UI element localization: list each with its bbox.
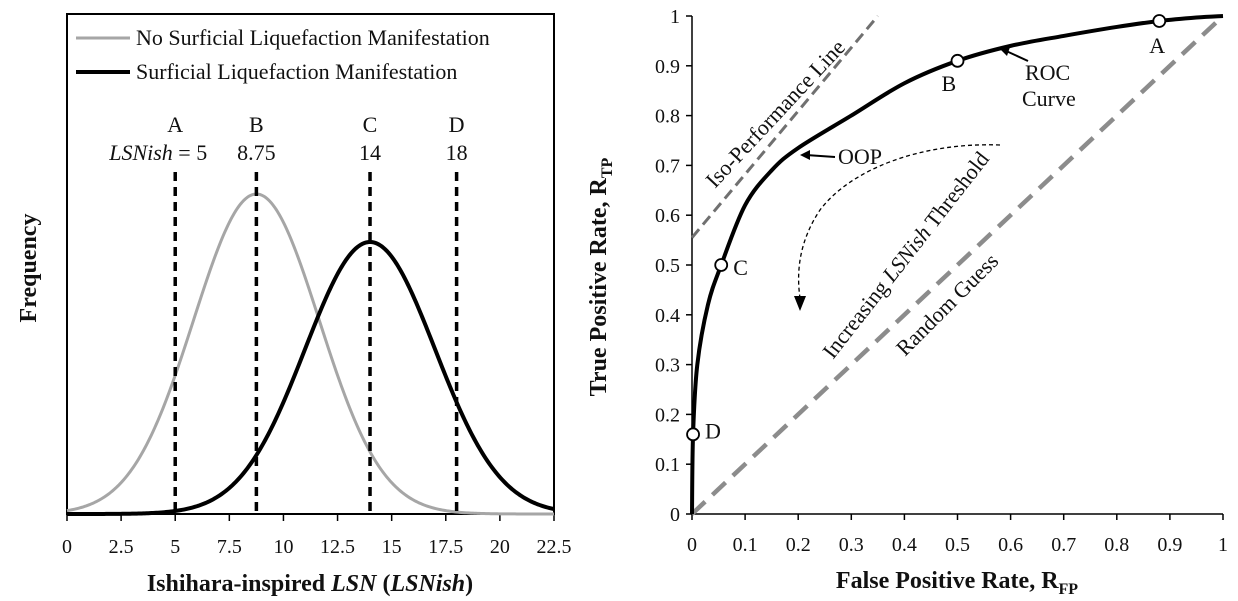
roc-y-tick-label: 0.8 xyxy=(655,106,680,128)
roc-chart: 0 0.1 0.2 0.3 0.4 0.5 0.6 0.7 0.8 0.9 1 0 0.1 0.2 0.3 0… xyxy=(586,6,1228,598)
roc-x-tick-label: 0 xyxy=(687,534,697,556)
x-tick-label: 7.5 xyxy=(217,536,242,558)
roc-x-tick-label: 0.6 xyxy=(998,534,1023,556)
roc-x-tick-label: 0.9 xyxy=(1157,534,1182,556)
roc-label-line1: ROC xyxy=(1025,60,1070,85)
roc-label-line2: Curve xyxy=(1022,86,1076,111)
roc-x-tick-label: 0.1 xyxy=(733,534,758,556)
x-tick-label: 0 xyxy=(62,536,72,558)
roc-y-tick-label: 0.4 xyxy=(655,305,680,327)
left-x-axis-label: Ishihara-inspired LSN (LSNish) xyxy=(147,571,473,597)
roc-point-A xyxy=(1152,14,1167,28)
increasing-threshold-arrow xyxy=(797,144,1001,299)
roc-point-label-B: B xyxy=(942,71,957,96)
x-tick-label: 5 xyxy=(170,536,180,558)
roc-y-tick-label: 1 xyxy=(670,6,680,28)
roc-y-tick-label: 0.1 xyxy=(655,454,680,476)
roc-y-tick-label: 0 xyxy=(670,504,680,526)
roc-y-tick-label: 0.2 xyxy=(655,404,680,426)
threshold-value-D: 18 xyxy=(446,140,468,165)
roc-x-tick-label: 0.5 xyxy=(945,534,970,556)
x-tick-label: 12.5 xyxy=(320,536,355,558)
roc-x-tick-label: 1 xyxy=(1218,534,1228,556)
left-plot-frame xyxy=(66,13,555,515)
roc-x-tick-label: 0.7 xyxy=(1051,534,1076,556)
roc-point-label-A: A xyxy=(1149,33,1165,58)
roc-label-arrowhead xyxy=(1000,47,1010,56)
right-x-axis-label: False Positive Rate, RFP xyxy=(836,568,1078,598)
oop-label: OOP xyxy=(838,144,882,169)
frequency-chart: 0 2.5 5 7.5 10 12.5 15 17.5 20 22.5 A LSNish = 5 B 8… xyxy=(16,13,572,597)
roc-x-tick-label: 0.4 xyxy=(892,534,917,556)
roc-curve xyxy=(690,14,1224,515)
manifestation-curve xyxy=(67,240,555,516)
roc-y-tick-label: 0.9 xyxy=(655,56,680,78)
roc-point-D xyxy=(686,427,700,442)
right-y-axis-label: True Positive Rate, RTP xyxy=(586,157,616,396)
threshold-value-C: 14 xyxy=(359,140,381,165)
no-manifestation-curve xyxy=(66,192,554,516)
threshold-value-A: LSNish = 5 xyxy=(108,140,207,165)
roc-x-tick-label: 0.3 xyxy=(839,534,864,556)
threshold-value-B: 8.75 xyxy=(237,140,276,165)
oop-arrowhead xyxy=(800,150,810,160)
iso-performance-line xyxy=(690,15,879,239)
threshold-letter-B: B xyxy=(249,112,264,137)
oop-arrow xyxy=(805,154,836,158)
x-tick-label: 22.5 xyxy=(537,536,572,558)
roc-y-tick-label: 0.7 xyxy=(655,155,680,177)
x-tick-label: 20 xyxy=(490,536,510,558)
increasing-threshold-arrowhead xyxy=(794,296,806,311)
x-tick-label: 10 xyxy=(273,536,293,558)
roc-point-label-C: C xyxy=(733,255,748,280)
roc-point-label-D: D xyxy=(705,418,721,443)
roc-point-C xyxy=(714,258,729,272)
legend: No Surficial Liquefaction Manifestation … xyxy=(76,25,490,84)
random-guess-line xyxy=(690,14,1225,516)
legend-label-manifestation: Surficial Liquefaction Manifestation xyxy=(136,59,457,84)
x-tick-label: 2.5 xyxy=(109,536,134,558)
roc-y-tick-label: 0.5 xyxy=(655,255,680,277)
roc-y-tick-label: 0.6 xyxy=(655,205,680,227)
roc-point-B xyxy=(950,53,965,68)
roc-x-tick-label: 0.8 xyxy=(1104,534,1129,556)
roc-y-tick-label: 0.3 xyxy=(655,355,680,377)
roc-x-tick-label: 0.2 xyxy=(786,534,811,556)
threshold-letter-A: A xyxy=(167,112,183,137)
legend-label-no-manifestation: No Surficial Liquefaction Manifestation xyxy=(136,25,490,50)
threshold-letter-C: C xyxy=(363,112,378,137)
x-tick-label: 17.5 xyxy=(428,536,463,558)
threshold-letter-D: D xyxy=(449,112,465,137)
left-y-axis-label: Frequency xyxy=(16,214,42,323)
x-tick-label: 15 xyxy=(382,536,402,558)
